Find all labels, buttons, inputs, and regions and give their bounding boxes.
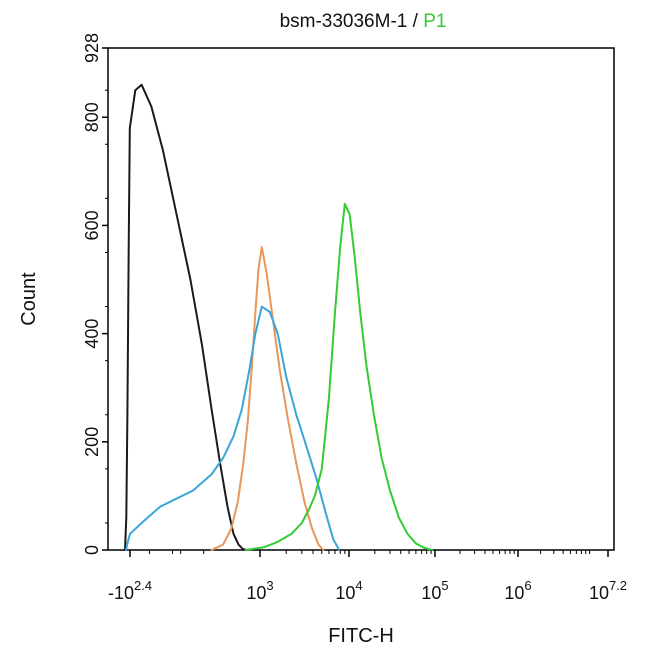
title-gate-name: P1 [423, 11, 446, 32]
y-axis: 0 200 400 600 800 928 [82, 33, 108, 555]
x-tick-label: 106 [504, 578, 531, 603]
x-tick-label: 103 [246, 578, 273, 603]
x-axis-title: FITC-H [328, 625, 394, 647]
y-tick-label: 600 [82, 210, 102, 240]
y-tick-label: 0 [82, 545, 102, 555]
series-layer [124, 83, 433, 551]
y-tick-label: 200 [82, 427, 102, 457]
histogram-series-line [210, 246, 325, 551]
histogram-series-line [124, 83, 248, 551]
y-axis-title: Count [18, 272, 40, 326]
histogram-series-line [244, 202, 433, 551]
title-separator: / [407, 11, 423, 32]
chart-title: bsm-33036M-1 / P1 [280, 11, 447, 32]
x-tick-label: -102.4 [108, 578, 152, 603]
x-tick-label: 105 [421, 578, 448, 603]
plot-frame [107, 47, 615, 551]
y-tick-label: 800 [82, 102, 102, 132]
x-tick-label: 104 [335, 578, 362, 603]
histogram-series-line [125, 305, 341, 551]
y-tick-label: 928 [82, 33, 102, 63]
y-tick-label: 400 [82, 319, 102, 349]
x-axis: -102.4 103 104 105 106 107.2 [108, 550, 627, 603]
x-tick-label: 107.2 [589, 578, 627, 603]
title-sample-name: bsm-33036M-1 [280, 11, 408, 32]
